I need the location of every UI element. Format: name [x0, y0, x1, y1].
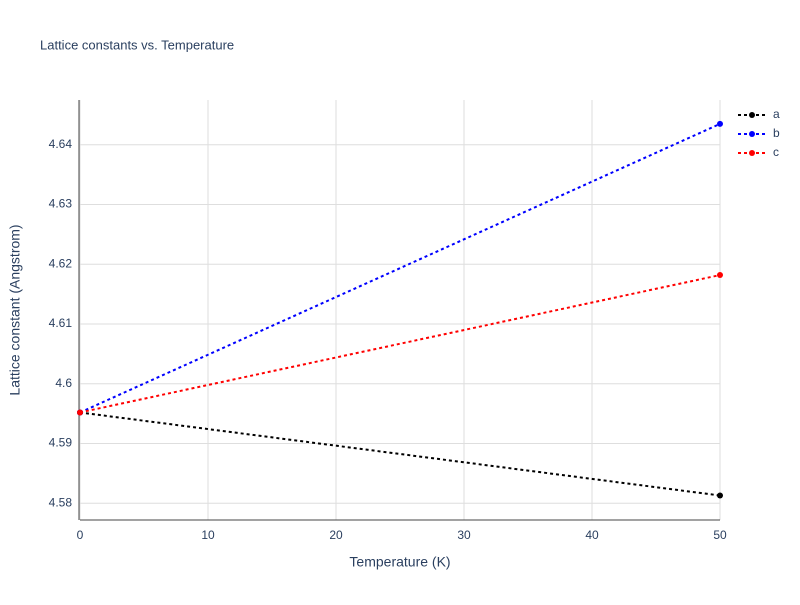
x-tick-label: 0: [77, 528, 84, 542]
legend-label: c: [773, 145, 779, 159]
y-tick-label: 4.62: [49, 256, 73, 270]
y-tick-label: 4.6: [55, 376, 72, 390]
line: [79, 122, 721, 414]
x-tick-label: 50: [713, 528, 727, 542]
legend-marker: [749, 131, 755, 137]
y-tick-label: 4.63: [49, 197, 73, 211]
y-tick-label: 4.61: [49, 316, 73, 330]
y-tick-label: 4.58: [49, 495, 73, 509]
x-axis-title: Temperature (K): [349, 554, 450, 570]
legend-label: b: [773, 126, 780, 140]
legend-marker: [749, 150, 755, 156]
y-axis-title: Lattice constant (Angstrom): [7, 224, 23, 395]
x-tick-label: 40: [585, 528, 599, 542]
marker: [717, 272, 723, 279]
y-tick-label: 4.59: [49, 436, 73, 450]
line: [79, 274, 721, 414]
legend-label: a: [773, 107, 780, 121]
marker: [717, 120, 723, 127]
marker: [77, 409, 83, 416]
line: [79, 411, 721, 497]
y-tick-label: 4.64: [49, 137, 73, 151]
x-tick-label: 20: [329, 528, 343, 542]
legend-marker: [749, 112, 755, 118]
marker: [717, 492, 723, 499]
x-tick-label: 30: [457, 528, 471, 542]
x-tick-label: 10: [201, 528, 215, 542]
chart-title: Lattice constants vs. Temperature: [40, 37, 234, 52]
